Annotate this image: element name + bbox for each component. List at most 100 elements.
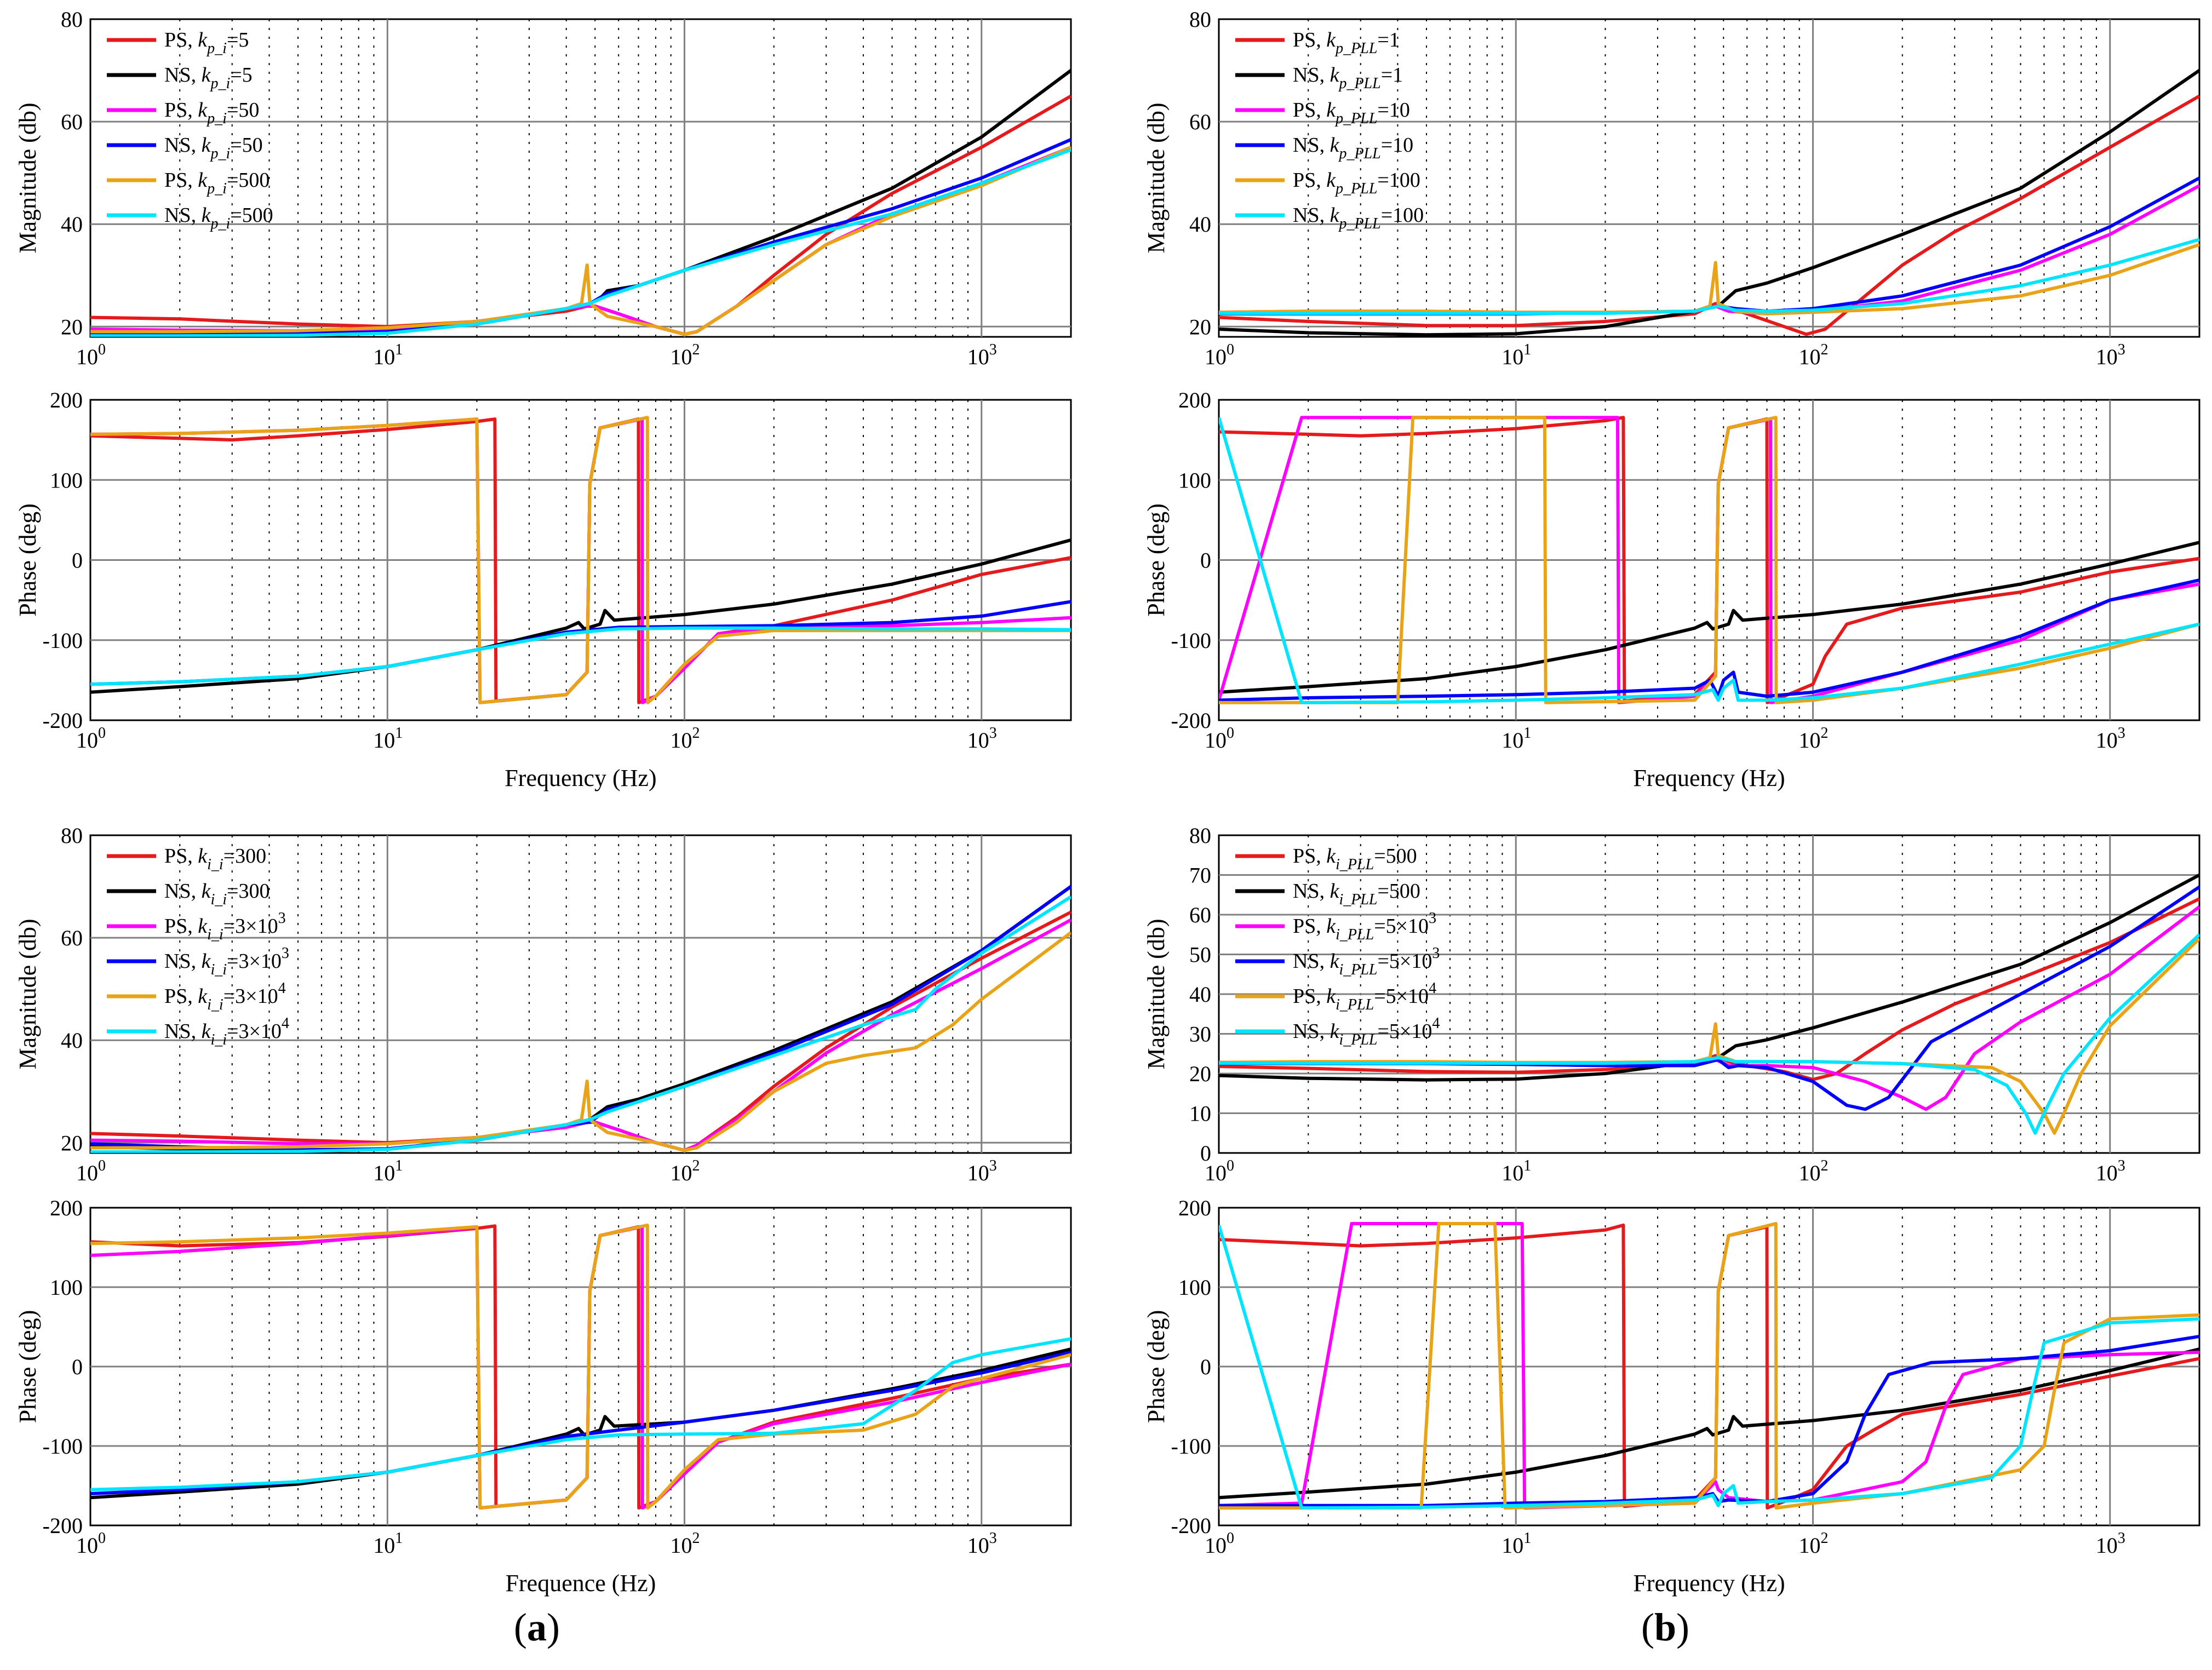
x-tick-label: 102 (1799, 341, 1829, 369)
x-tick-label: 102 (1799, 1530, 1829, 1558)
y-tick-label: 0 (72, 548, 83, 573)
y-axis-label: Magnitude (db) (14, 919, 41, 1070)
legend: PS, kp_i=5 NS, kp_i=5 PS, kp_i=50 NS, kp_i=… (107, 28, 273, 232)
y-tick-label: 80 (1189, 823, 1211, 848)
series-line-cyan (90, 1337, 1071, 1491)
series-group (1219, 873, 2199, 1135)
series-line-orange (90, 1223, 1071, 1510)
legend-entry: NS, kp_i=50 (164, 134, 263, 162)
y-tick-label: 200 (1178, 388, 1211, 412)
x-axis-label: Frequency (Hz) (1633, 1570, 1785, 1597)
series-line-cyan (1219, 238, 2199, 315)
x-tick-label: 103 (967, 1530, 997, 1558)
y-axis-label: Phase (deg) (1143, 503, 1170, 617)
series-line-cyan (90, 626, 1071, 686)
x-axis-label: Frequency (Hz) (1633, 765, 1785, 791)
legend-entry: PS, ki_i=300 (164, 845, 266, 873)
series-line-blue (1219, 578, 2199, 702)
x-axis-label: Frequence (Hz) (506, 1570, 656, 1597)
y-tick-label: 40 (1189, 212, 1211, 237)
legend-entry: PS, ki_PLL=500 (1293, 845, 1417, 873)
series-group (90, 885, 1071, 1153)
x-tick-label: 102 (1799, 1157, 1829, 1185)
y-tick-label: 100 (50, 1275, 83, 1300)
legend-entry: PS, kp_i=5 (164, 28, 249, 57)
y-tick-label: -200 (43, 1513, 83, 1538)
series-line-cyan (1219, 417, 2199, 704)
chart-a-phase1: -200 -100 0 100 200 100 101 102 103 Phase (deg) Fr… (14, 388, 1072, 791)
x-tick-label: 100 (76, 1530, 106, 1558)
y-tick-label: 60 (61, 926, 83, 950)
chart-a-top: 20 40 60 80 100 101 102 103 Magnitude (db) PS, kp… (14, 7, 1072, 369)
legend-entry: NS, kp_i=5 (164, 64, 253, 92)
x-tick-label: 101 (1502, 1157, 1531, 1185)
series-line-cyan (90, 148, 1071, 337)
y-tick-label: 80 (1189, 7, 1211, 32)
legend-entry: PS, ki_PLL=5×104 (1293, 980, 1436, 1013)
legend-entry: PS, ki_i=3×103 (164, 910, 286, 943)
x-tick-label: 101 (373, 1530, 403, 1558)
series-group (1219, 1222, 2199, 1510)
series-line-cyan (1219, 1225, 2199, 1510)
y-axis-label: Phase (deg) (14, 1310, 41, 1424)
series-line-orange (90, 416, 1071, 704)
x-tick-label: 101 (1502, 725, 1531, 753)
x-tick-label: 103 (2096, 1157, 2125, 1185)
legend-entry: NS, ki_PLL=5×104 (1293, 1015, 1440, 1048)
y-tick-label: 60 (1189, 903, 1211, 927)
chart-a-mag2: 20 40 60 80 100 101 102 103 Magnitude (db) PS, ki… (14, 823, 1072, 1185)
y-tick-label: 0 (72, 1355, 83, 1379)
x-tick-label: 102 (671, 341, 700, 369)
legend-entry: PS, kp_i=500 (164, 169, 270, 197)
y-axis-label: Phase (deg) (1143, 1310, 1170, 1424)
x-tick-label: 100 (1205, 341, 1234, 369)
x-axis-label: Frequency (Hz) (505, 765, 656, 791)
series-group (1219, 69, 2199, 337)
y-tick-label: 60 (61, 110, 83, 134)
y-axis-label: Magnitude (db) (14, 103, 41, 254)
legend-entry: PS, kp_PLL=10 (1293, 99, 1410, 127)
chart-a-phase2: -200 -100 0 100 200 100 101 102 103 Phase (deg) Fr… (14, 1196, 1072, 1597)
x-tick-label: 100 (1205, 1157, 1234, 1185)
x-tick-label: 101 (373, 1157, 403, 1185)
series-line-black (1219, 873, 2199, 1082)
y-tick-label: 10 (1189, 1101, 1211, 1126)
series-group (1219, 416, 2199, 704)
y-tick-label: 0 (1200, 1355, 1211, 1379)
legend-entry: PS, kp_PLL=1 (1293, 28, 1400, 57)
series-group (90, 69, 1071, 337)
x-tick-label: 102 (671, 1157, 700, 1185)
x-tick-label: 103 (2096, 725, 2125, 753)
legend-entry: NS, ki_PLL=500 (1293, 880, 1420, 908)
y-tick-label: 0 (1200, 548, 1211, 573)
chart-b-phase1: -200 -100 0 100 200 100 101 102 103 Phase (deg) Fr… (1143, 388, 2200, 791)
y-tick-label: 70 (1189, 863, 1211, 888)
legend-entry: NS, ki_i=3×103 (164, 945, 289, 978)
legend-entry: NS, kp_PLL=100 (1293, 204, 1424, 232)
legend-entry: NS, ki_i=300 (164, 880, 270, 908)
series-line-cyan (1219, 933, 2199, 1135)
x-tick-label: 100 (1205, 725, 1234, 753)
x-tick-label: 101 (373, 341, 403, 369)
legend-entry: PS, kp_PLL=100 (1293, 169, 1420, 197)
y-tick-label: 200 (50, 1196, 83, 1220)
y-tick-label: 80 (61, 7, 83, 32)
series-line-orange (1219, 1222, 2199, 1510)
chart-b-mag1: 20 40 60 80 100 101 102 103 Magnitude (db) PS, kp… (1143, 7, 2200, 369)
series-line-orange (90, 931, 1071, 1152)
x-tick-label: 102 (671, 1530, 700, 1558)
y-tick-label: 40 (61, 212, 83, 237)
legend-entry: PS, kp_i=50 (164, 99, 259, 127)
y-tick-label: -100 (43, 1434, 83, 1459)
y-tick-label: 200 (1178, 1196, 1211, 1220)
y-tick-label: 0 (1200, 1141, 1211, 1166)
x-tick-label: 102 (671, 725, 700, 753)
series-group (90, 1223, 1071, 1510)
x-tick-label: 103 (2096, 341, 2125, 369)
y-tick-label: 20 (61, 314, 83, 339)
series-line-cyan (90, 895, 1071, 1153)
y-tick-label: -200 (1171, 1513, 1211, 1538)
series-group (90, 416, 1071, 704)
